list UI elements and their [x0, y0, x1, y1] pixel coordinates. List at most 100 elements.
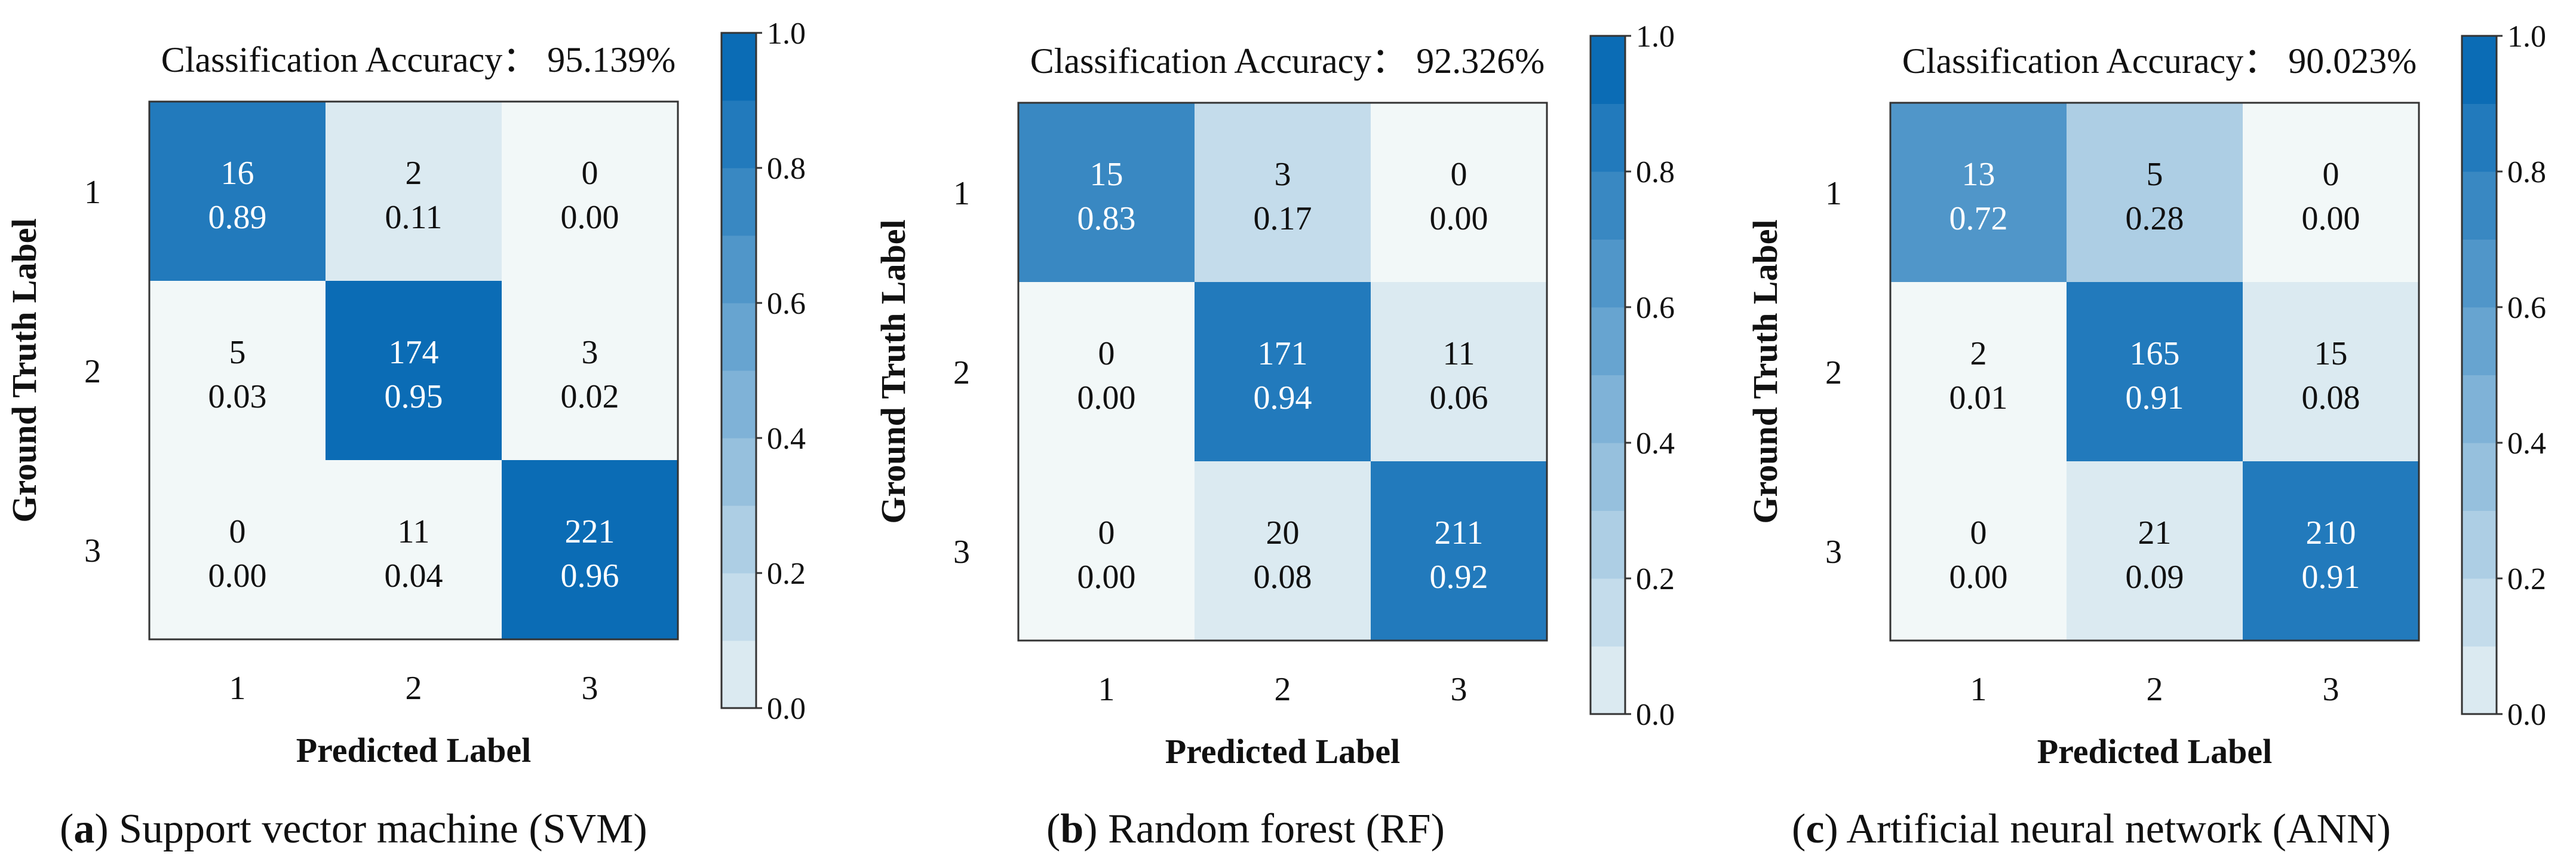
colorbar-segment	[1591, 36, 1625, 104]
panel-title: Classification Accuracy： 90.023%	[1902, 41, 2417, 81]
cell-rate-label: 0.89	[208, 199, 267, 236]
colorbar-tick-label: 0.0	[767, 692, 806, 726]
colorbar-tick-label: 0.2	[1636, 562, 1675, 596]
x-tick-label: 1	[1970, 671, 1987, 708]
cell-count-label: 11	[398, 513, 430, 550]
matrix-cell	[1195, 103, 1371, 282]
caption-letter: c	[1806, 806, 1824, 852]
cell-rate-label: 0.09	[2126, 559, 2184, 596]
cell-rate-label: 0.95	[385, 378, 443, 415]
matrix-cell	[502, 460, 678, 639]
colorbar-segment	[2462, 510, 2497, 579]
matrix-cell	[502, 102, 678, 281]
matrix-cell	[1018, 282, 1195, 461]
colorbar-tick-label: 0.0	[2507, 698, 2546, 732]
cell-rate-label: 0.00	[1430, 200, 1488, 237]
colorbar-tick-label: 0.2	[2507, 562, 2546, 596]
cell-rate-label: 0.11	[385, 199, 443, 236]
cell-rate-label: 0.00	[2302, 200, 2360, 237]
x-tick-label: 2	[406, 670, 422, 707]
matrix-cell	[2067, 461, 2243, 641]
cell-rate-label: 0.00	[561, 199, 619, 236]
cell-count-label: 21	[2138, 514, 2172, 552]
cell-count-label: 0	[2323, 156, 2339, 193]
y-tick-label: 3	[84, 532, 101, 569]
cell-rate-label: 0.91	[2302, 559, 2360, 596]
caption-paren-close: )	[1083, 806, 1108, 852]
caption-paren-close: )	[94, 806, 119, 852]
matrix-cell	[149, 460, 326, 639]
x-tick-label: 3	[1451, 671, 1467, 708]
x-tick-label: 1	[229, 670, 246, 707]
matrix-cell	[149, 281, 326, 460]
confusion-matrix-panel-b: Classification Accuracy： 92.326% 15 0.83 3 0…	[874, 20, 1675, 852]
colorbar-segment	[2462, 375, 2497, 443]
matrix-cell	[2243, 461, 2419, 641]
cell-count-label: 5	[229, 334, 246, 371]
colorbar-segment	[2462, 578, 2497, 647]
cell-count-label: 171	[1258, 335, 1308, 372]
colorbar-tick-label: 0.0	[1636, 698, 1675, 732]
cell-count-label: 15	[2314, 335, 2348, 372]
x-tick-label: 1	[1098, 671, 1115, 708]
cell-count-label: 20	[1266, 514, 1300, 552]
colorbar-segment	[721, 168, 756, 236]
cell-count-label: 0	[1451, 156, 1467, 193]
x-axis-label: Predicted Label	[1165, 732, 1401, 771]
cell-rate-label: 0.00	[1077, 379, 1136, 416]
y-tick-label: 3	[1825, 534, 1842, 571]
panel-title: Classification Accuracy： 92.326%	[1030, 41, 1545, 81]
cell-rate-label: 0.83	[1077, 200, 1136, 237]
caption-paren-open: (	[1046, 806, 1060, 852]
y-axis-label: Ground Truth Label	[5, 218, 44, 522]
colorbar-segment	[1591, 375, 1625, 443]
colorbar-tick-label: 1.0	[2507, 20, 2546, 54]
y-tick-label: 2	[953, 354, 970, 391]
colorbar-tick-label: 0.4	[767, 422, 806, 456]
cell-rate-label: 0.02	[561, 378, 619, 415]
cell-rate-label: 0.91	[2126, 379, 2184, 416]
colorbar-segment	[1591, 646, 1625, 715]
colorbar-tick-label: 0.4	[1636, 427, 1675, 461]
matrix-cell	[1890, 461, 2067, 641]
caption-paren-open: (	[60, 806, 73, 852]
colorbar-segment	[721, 641, 756, 709]
colorbar-segment	[721, 33, 756, 101]
cell-rate-label: 0.08	[2302, 379, 2360, 416]
colorbar-segment	[721, 438, 756, 506]
cell-rate-label: 0.92	[1430, 559, 1488, 596]
cell-count-label: 211	[1435, 514, 1484, 552]
colorbar-frame	[1589, 35, 1626, 715]
y-axis-label: Ground Truth Label	[874, 219, 913, 523]
cell-count-label: 210	[2306, 514, 2356, 552]
colorbar-tick-label: 0.6	[767, 287, 806, 321]
colorbar-frame	[720, 32, 757, 709]
matrix-cell	[1371, 103, 1547, 282]
matrix-cell	[326, 460, 502, 639]
cell-count-label: 11	[1443, 335, 1475, 372]
matrix-cell	[326, 281, 502, 460]
cell-count-label: 3	[1275, 156, 1291, 193]
cell-rate-label: 0.17	[1254, 200, 1312, 237]
matrix-cell	[1018, 461, 1195, 641]
matrix-cell	[2067, 282, 2243, 461]
colorbar-segment	[1591, 171, 1625, 240]
colorbar-segment	[2462, 36, 2497, 104]
cell-count-label: 0	[1970, 514, 1987, 552]
cell-rate-label: 0.00	[208, 557, 267, 595]
confusion-matrix-panel-a: Classification Accuracy： 95.139% 16 0.89 2 0…	[5, 17, 806, 852]
colorbar-segment	[721, 506, 756, 574]
cell-count-label: 15	[1090, 156, 1123, 193]
y-tick-label: 2	[84, 353, 101, 390]
matrix-cell	[1371, 282, 1547, 461]
matrix-cell	[2067, 103, 2243, 282]
colorbar-segment	[2462, 239, 2497, 308]
y-tick-label: 3	[953, 534, 970, 571]
colorbar-segment	[721, 573, 756, 641]
matrix-cell	[1018, 103, 1195, 282]
y-tick-label: 1	[953, 175, 970, 212]
cell-count-label: 3	[582, 334, 598, 371]
cell-count-label: 174	[389, 334, 439, 371]
cell-rate-label: 0.96	[561, 557, 619, 595]
colorbar-tick-label: 0.4	[2507, 427, 2546, 461]
